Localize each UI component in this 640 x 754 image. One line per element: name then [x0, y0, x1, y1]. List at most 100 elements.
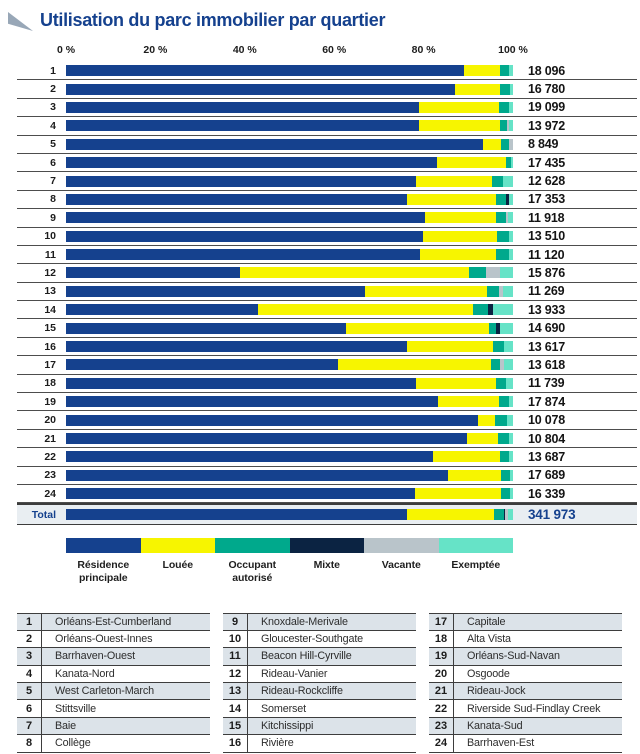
row-number: 9: [50, 211, 56, 224]
bar-segment-occupant-autorise: [500, 138, 509, 150]
table-row: 21 Rideau-Jock: [429, 682, 622, 701]
chart-row: 23 17 689: [17, 467, 637, 485]
column-divider: [41, 648, 42, 665]
bar-segment-residence-principale: [66, 509, 407, 521]
bar-segment-residence-principale: [66, 285, 366, 297]
chart-row: 19 17 874: [17, 393, 637, 412]
column-divider: [41, 682, 42, 700]
chart-row: 1 18 096: [17, 62, 637, 81]
column-divider: [453, 648, 454, 665]
ward-name: Knoxdale-Merivale: [261, 616, 348, 629]
legend-label-vacante: Vacante: [381, 559, 421, 572]
bar-segment-exemptee: [508, 249, 513, 261]
bar-segment-vacante: [504, 509, 509, 521]
row-bar: [66, 230, 513, 242]
row-value: 13 618: [528, 357, 566, 372]
bar-segment-exemptee: [508, 451, 513, 463]
row-bar: [66, 212, 513, 224]
bar-segment-residence-principale: [66, 359, 339, 371]
bar-segment-occupant-autorise: [496, 212, 506, 224]
row-bar: [66, 267, 513, 279]
bar-segment-vacante: [505, 212, 508, 224]
ward-number: 15: [228, 719, 242, 732]
row-number: 7: [50, 175, 56, 188]
bar-segment-exemptee: [499, 267, 513, 279]
ward-name: Kanata-Sud: [467, 719, 523, 732]
row-number: 8: [50, 193, 56, 206]
bar-segment-louee: [483, 138, 501, 150]
ward-name: Kanata-Nord: [55, 667, 115, 680]
row-number: 18: [44, 377, 56, 390]
chart-row: 21 10 804: [17, 430, 637, 449]
bar-segment-residence-principale: [66, 83, 455, 95]
bar-segment-louee: [432, 451, 500, 463]
bar-segment-occupant-autorise: [488, 322, 496, 334]
bar-segment-occupant-autorise: [491, 175, 504, 187]
row-bar: [66, 83, 513, 95]
bar-segment-louee: [419, 101, 499, 113]
bar-segment-louee: [406, 509, 495, 521]
ward-name: West Carleton-March: [55, 685, 154, 698]
bar-segment-vacante: [508, 138, 513, 150]
ward-name: Rivière: [261, 737, 294, 750]
column-divider: [453, 735, 454, 752]
row-value: 17 353: [528, 192, 566, 207]
column-divider: [453, 665, 454, 682]
chart-rows: 1 18 096 2 16 780 3 19 099 4 13 972 5 8 849 6 17 43…: [0, 62, 640, 504]
chart-row: 12 15 876: [17, 264, 637, 283]
legend-label-louee: Louée: [162, 559, 194, 572]
bar-segment-exemptee: [509, 488, 513, 500]
row-bar: [66, 120, 513, 132]
column-divider: [453, 682, 454, 700]
bar-segment-louee: [365, 285, 488, 297]
row-bar: [66, 157, 513, 169]
bar-segment-occupant-autorise: [496, 249, 509, 261]
bar-segment-occupant-autorise: [496, 230, 509, 242]
row-number: 4: [50, 119, 56, 132]
table-row: 24 Barrhaven-Est: [429, 735, 622, 753]
bar-segment-occupant-autorise: [496, 377, 506, 389]
row-value: 17 435: [528, 155, 566, 170]
bar-segment-louee: [423, 230, 497, 242]
row-value: 11 120: [528, 247, 565, 262]
bar-segment-louee: [338, 359, 492, 371]
ward-name: Orléans-Est-Cumberland: [55, 616, 172, 629]
row-value: 15 876: [528, 265, 566, 280]
row-bar: [66, 341, 513, 353]
row-bar: [66, 193, 513, 205]
column-divider: [247, 735, 248, 752]
ward-name: Osgoode: [467, 667, 510, 680]
bar-segment-residence-principale: [66, 230, 424, 242]
table-row: 16 Rivière: [223, 735, 416, 753]
bar-segment-residence-principale: [66, 396, 438, 408]
table-row: 7 Baie: [17, 717, 210, 736]
x-axis-tick: 0 %: [56, 44, 76, 56]
ward-number: 14: [228, 702, 242, 715]
ward-number: 12: [228, 667, 242, 680]
table-row: 18 Alta Vista: [429, 630, 622, 649]
column-divider: [247, 700, 248, 717]
ward-name: Riverside Sud-Findlay Creek: [467, 702, 601, 715]
ward-number: 7: [25, 719, 33, 732]
table-row: 15 Kitchissippi: [223, 717, 416, 736]
ward-name: Orléans-Sud-Navan: [467, 650, 560, 663]
bar-segment-occupant-autorise: [487, 285, 499, 297]
row-value: 13 687: [528, 449, 566, 464]
row-value: 10 804: [528, 431, 566, 446]
legend-swatch-exemptee: [438, 538, 513, 554]
bar-segment-louee: [258, 304, 474, 316]
ward-number: 11: [229, 650, 241, 663]
bar-segment-exemptee: [508, 396, 513, 408]
row-value: 14 690: [528, 321, 566, 336]
column-divider: [41, 630, 42, 648]
bar-segment-louee: [239, 267, 469, 279]
bar-segment-residence-principale: [66, 193, 407, 205]
chart-row: 5 8 849: [17, 136, 637, 154]
ward-number: 20: [434, 667, 448, 680]
chart-row: 14 13 933: [17, 301, 637, 320]
chart-row: 3 19 099: [17, 99, 637, 118]
bar-segment-exemptee: [492, 304, 513, 316]
table-row: 9 Knoxdale-Merivale: [223, 613, 416, 631]
bar-segment-louee: [419, 120, 500, 132]
ward-name: Rideau-Jock: [467, 685, 526, 698]
